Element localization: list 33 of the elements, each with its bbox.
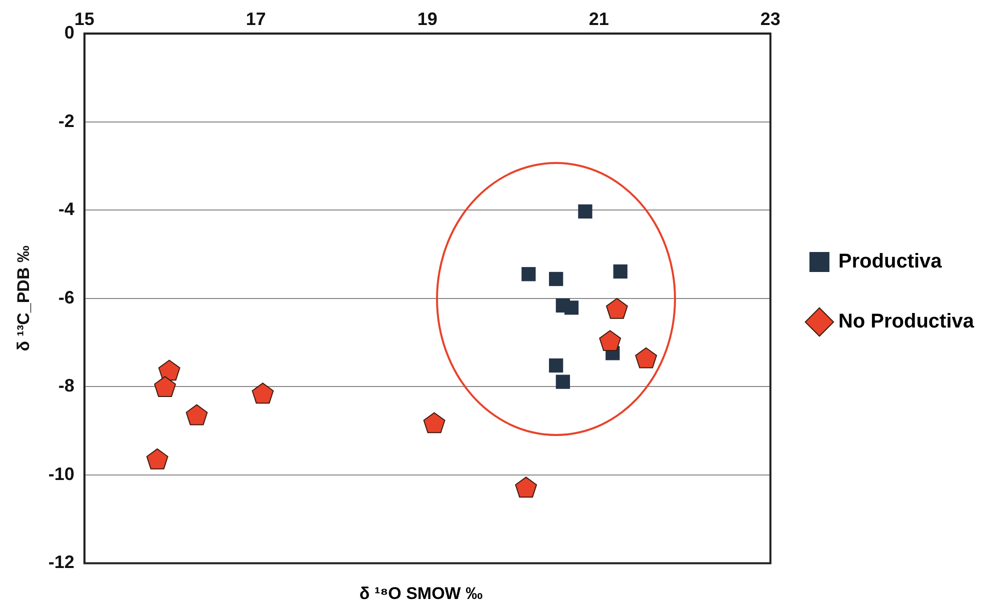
point xyxy=(599,330,622,352)
y-tick-label: 0 xyxy=(64,22,74,43)
x-tick-label: 23 xyxy=(760,8,780,29)
point xyxy=(635,347,658,368)
point xyxy=(252,382,274,404)
legend-label: No Productiva xyxy=(838,310,975,333)
point xyxy=(423,412,446,434)
point xyxy=(556,374,570,389)
point xyxy=(522,267,536,282)
x-tick-label: 17 xyxy=(246,8,266,29)
point xyxy=(158,360,180,381)
point xyxy=(613,264,628,279)
y-tick-label: -4 xyxy=(58,199,74,220)
point xyxy=(578,204,592,219)
y-tick-label: -12 xyxy=(48,552,74,572)
x-tick-label: 15 xyxy=(74,8,94,29)
y-tick-label: -2 xyxy=(58,110,74,131)
x-axis-title: δ ¹⁸O SMOW ‰ xyxy=(358,584,484,604)
x-tick-label: 21 xyxy=(588,8,609,29)
point xyxy=(564,300,579,315)
x-tick-label: 19 xyxy=(417,8,438,29)
y-axis-title: δ ¹³C_PDB ‰ xyxy=(14,246,33,352)
point xyxy=(186,404,208,426)
y-tick-label: -6 xyxy=(58,287,74,308)
point xyxy=(548,358,564,373)
y-tick-label: -8 xyxy=(58,376,74,396)
point xyxy=(606,298,628,319)
legend-label: Productiva xyxy=(838,250,943,273)
point xyxy=(515,476,537,498)
y-tick-label: -10 xyxy=(48,464,74,484)
point xyxy=(146,448,168,470)
point xyxy=(548,272,564,286)
point xyxy=(154,376,176,397)
